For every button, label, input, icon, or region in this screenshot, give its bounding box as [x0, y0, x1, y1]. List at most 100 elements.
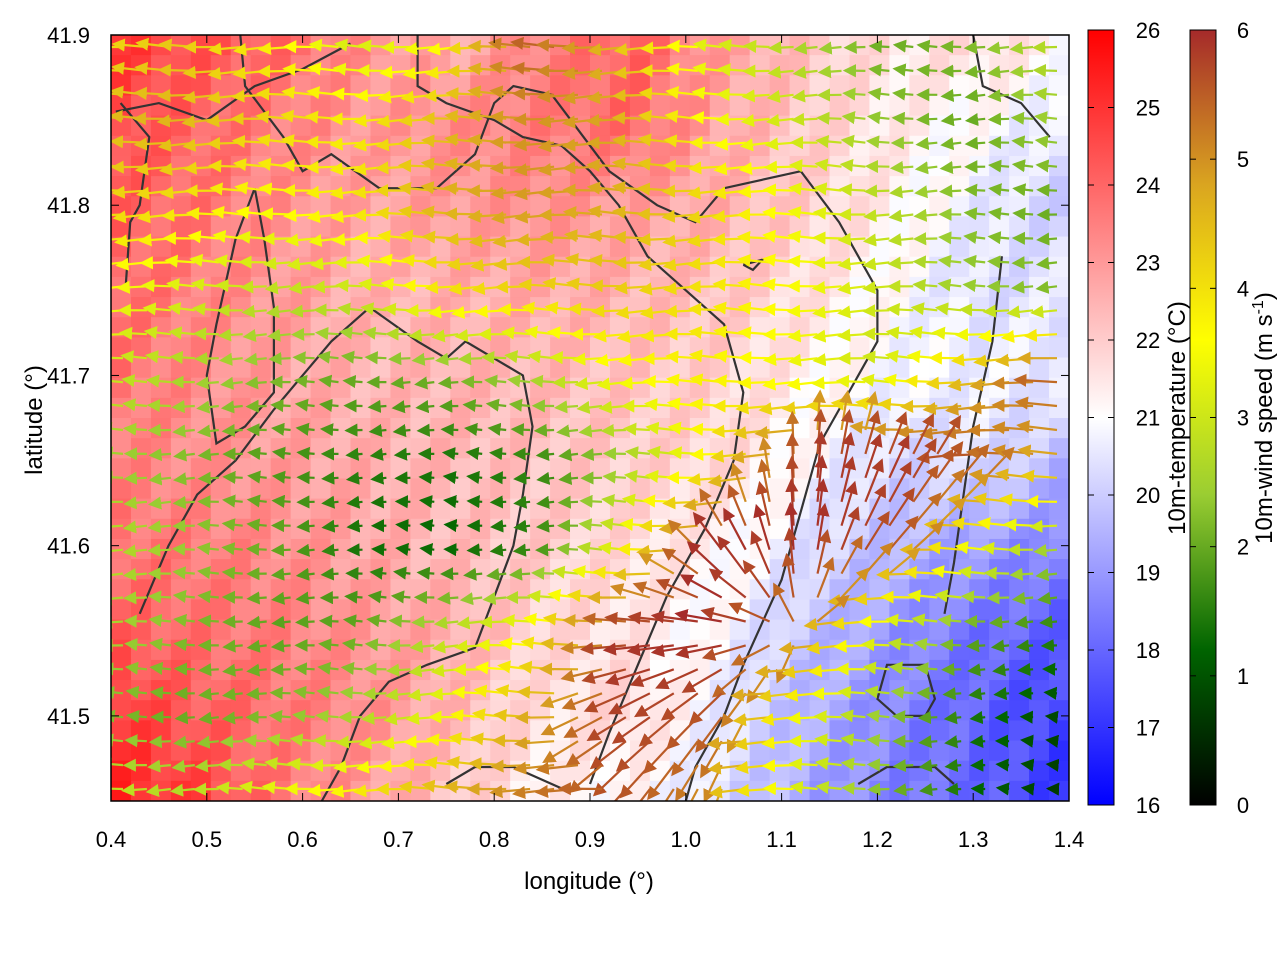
wind-arrow — [411, 615, 435, 629]
wind-arrow — [940, 64, 962, 78]
heatmap-cell — [609, 478, 631, 500]
wind-arrow — [123, 591, 147, 605]
heatmap-cell — [330, 720, 352, 742]
heatmap-cell — [590, 276, 611, 298]
heatmap-cell — [1029, 438, 1050, 459]
heatmap-cell — [829, 357, 851, 379]
heatmap-cell — [430, 599, 451, 621]
wind-arrow — [923, 518, 962, 532]
wind-arrow — [364, 638, 387, 652]
heatmap-cell — [1049, 357, 1069, 379]
heatmap-cell — [1049, 317, 1069, 338]
heatmap-cell — [570, 176, 591, 197]
heatmap-cell — [170, 176, 192, 197]
heatmap-cell — [789, 75, 811, 97]
wind-arrow — [1032, 63, 1058, 78]
heatmap-cell — [729, 75, 751, 97]
heatmap-cell — [789, 95, 811, 117]
heatmap-cell — [130, 700, 152, 721]
wind-arrow — [148, 448, 171, 462]
heatmap-cell — [170, 478, 192, 500]
heatmap-cell — [969, 619, 990, 641]
heatmap-cell — [689, 619, 711, 641]
wind-arrow — [196, 518, 219, 532]
wind-arrow — [256, 87, 291, 101]
wind-arrow — [354, 89, 387, 103]
heatmap-cell — [869, 95, 890, 117]
wind-arrow — [247, 446, 267, 460]
wind-arrow — [555, 542, 579, 556]
heatmap-cell — [849, 740, 871, 762]
wind-arrow — [1020, 758, 1035, 772]
wind-arrow — [111, 470, 124, 484]
heatmap-cell — [849, 518, 871, 540]
heatmap-cell — [669, 337, 691, 359]
wind-arrow — [489, 495, 507, 509]
heatmap-cell — [270, 438, 292, 459]
heatmap-cell — [629, 337, 651, 359]
heatmap-cell — [390, 236, 411, 258]
colorbar-tick-label: 19 — [1136, 561, 1160, 586]
heatmap-cell — [1049, 95, 1069, 117]
heatmap-cell — [570, 458, 591, 480]
wind-arrow — [642, 374, 674, 389]
heatmap-cell — [769, 498, 791, 520]
wind-arrow — [346, 519, 363, 533]
heatmap-cell — [949, 236, 970, 258]
heatmap-cell — [889, 216, 910, 238]
heatmap-cell — [490, 700, 511, 721]
wind-colorbar-label-end: ) — [1251, 292, 1278, 300]
x-tick-label: 1.2 — [862, 827, 893, 852]
heatmap-cell — [749, 760, 771, 782]
heatmap-cell — [470, 740, 491, 762]
heatmap-cell — [689, 216, 711, 238]
wind-arrow — [429, 687, 459, 701]
wind-arrow — [315, 326, 339, 341]
heatmap-cell — [869, 357, 890, 379]
y-axis-label: latitude (°) — [21, 365, 48, 475]
heatmap-cell — [490, 458, 511, 480]
heatmap-cell — [929, 559, 950, 580]
wind-arrow — [1010, 111, 1034, 125]
heatmap-cell — [150, 458, 172, 480]
heatmap-cell — [989, 176, 1010, 197]
heatmap-cell — [769, 680, 791, 701]
wind-arrow — [843, 40, 866, 54]
heatmap-cell — [550, 176, 571, 197]
heatmap-cell — [909, 680, 930, 701]
heatmap-cell — [530, 599, 551, 621]
heatmap-cell — [969, 760, 990, 782]
wind-arrow — [868, 40, 890, 54]
heatmap-cell — [849, 35, 871, 56]
y-tick-label: 41.8 — [47, 193, 90, 218]
heatmap-cell — [969, 639, 990, 661]
heatmap-cell — [789, 720, 811, 742]
temperature-colorbar-label: 10m-temperature (°C) — [1164, 301, 1191, 535]
heatmap-cell — [250, 478, 272, 500]
heatmap-cell — [729, 760, 751, 782]
heatmap-cell — [849, 135, 871, 157]
heatmap-cell — [709, 397, 731, 419]
heatmap-cell — [310, 95, 332, 117]
heatmap-cell — [350, 216, 372, 238]
heatmap-cell — [669, 397, 691, 419]
heatmap-cell — [150, 397, 172, 419]
heatmap-cell — [689, 95, 711, 117]
heatmap-cell — [490, 397, 511, 419]
heatmap-cell — [849, 337, 871, 359]
wind-arrow — [1040, 638, 1058, 653]
wind-arrow — [388, 614, 411, 628]
heatmap-cell — [1009, 135, 1030, 157]
wind-arrow — [589, 279, 626, 293]
heatmap-cell — [390, 458, 411, 480]
heatmap-cell — [210, 518, 232, 540]
heatmap-cell — [410, 438, 431, 459]
heatmap-cell — [1049, 780, 1069, 801]
heatmap-cell — [729, 216, 751, 238]
heatmap-cell — [270, 599, 292, 621]
heatmap-cell — [949, 619, 970, 641]
wind-arrow — [185, 206, 219, 221]
colorbar-tick-label: 18 — [1136, 638, 1160, 663]
wind-arrow — [405, 304, 435, 318]
heatmap-cell — [1009, 740, 1030, 762]
